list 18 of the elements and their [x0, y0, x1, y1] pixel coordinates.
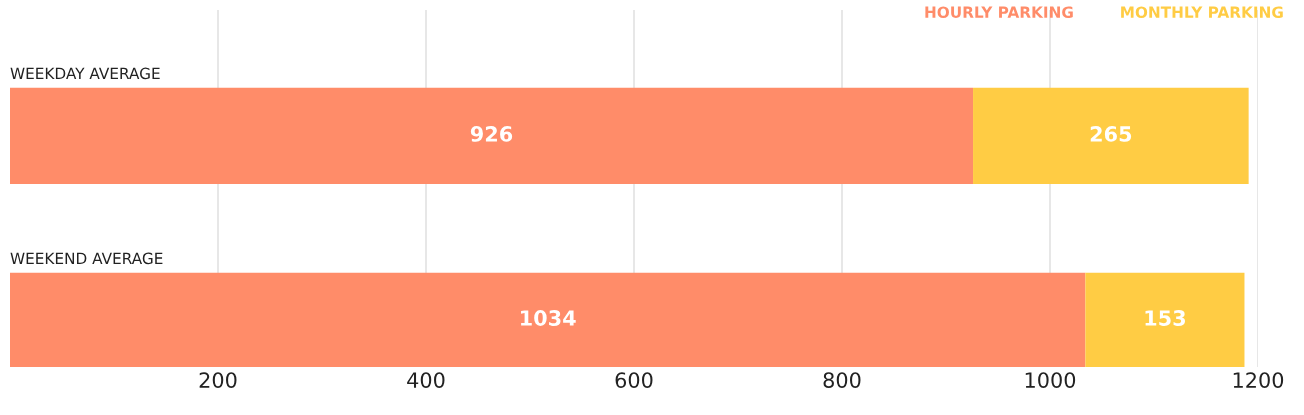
text: MONTHLY PARKING [1121, 6, 1283, 18]
x-tick-label: 200 [199, 372, 237, 388]
text: HOURLY PARKING [925, 6, 1073, 18]
x-tick-label: 1000 [1025, 372, 1076, 388]
bar [973, 87, 1249, 184]
data-label: 153 [1145, 310, 1186, 326]
bar [1085, 272, 1245, 367]
y-tick-label: WEEKEND AVERAGE [10, 252, 163, 265]
x-tick-label: 1200 [1233, 372, 1284, 388]
bar [10, 87, 974, 184]
x-tick-label: 400 [407, 372, 445, 388]
y-tick-label: WEEKDAY AVERAGE [10, 67, 160, 80]
bar [10, 272, 1086, 367]
x-tick-label: 600 [615, 372, 653, 388]
data-label: 1034 [521, 310, 576, 326]
data-label: 926 [470, 126, 513, 142]
data-label: 265 [1090, 126, 1132, 142]
x-tick-label: 800 [823, 372, 861, 388]
